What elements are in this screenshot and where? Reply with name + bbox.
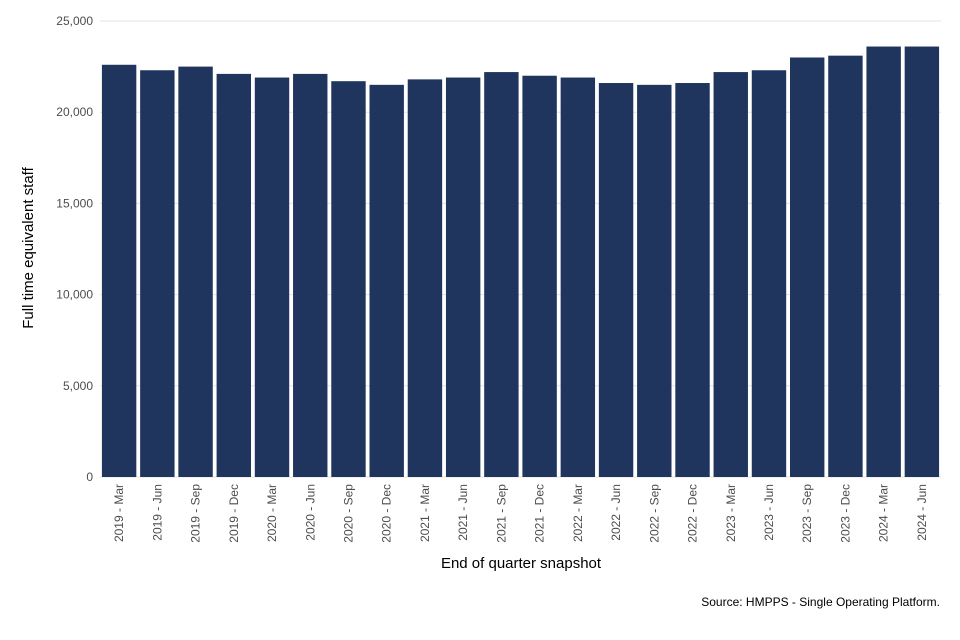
bar <box>637 84 672 477</box>
x-tick-labels: 2019 - Mar 2019 - Jun 2019 - Sep 2019 - Dec… <box>112 484 929 543</box>
source-caption: Source: HMPPS - Single Operating Platfor… <box>701 595 940 609</box>
bars <box>101 46 940 478</box>
x-tick-label: 2021 - Jun <box>456 484 470 541</box>
x-tick-label: 2023 - Sep <box>800 484 814 543</box>
bar <box>293 73 328 478</box>
x-axis-title: End of quarter snapshot <box>441 555 602 572</box>
bar <box>675 83 710 478</box>
x-tick-label: 2019 - Mar <box>112 484 126 542</box>
bar <box>904 46 940 477</box>
bar <box>751 70 787 478</box>
bar <box>866 46 901 477</box>
x-tick-label: 2019 - Sep <box>189 484 203 543</box>
y-tick-label: 15,000 <box>56 196 93 210</box>
bar <box>560 77 596 477</box>
y-tick-labels: 0 5,000 10,000 15,000 20,000 25,000 <box>56 14 93 484</box>
x-tick-label: 2023 - Dec <box>838 484 852 543</box>
x-tick-label: 2020 - Sep <box>341 484 355 543</box>
y-tick-label: 10,000 <box>56 288 93 302</box>
bar <box>484 72 519 478</box>
bar <box>828 55 863 477</box>
bar <box>790 57 825 477</box>
bar <box>407 79 443 478</box>
y-tick-label: 0 <box>86 470 93 484</box>
bar <box>522 75 557 477</box>
x-tick-label: 2022 - Mar <box>571 484 585 542</box>
x-tick-label: 2019 - Dec <box>227 484 241 543</box>
y-axis-title: Full time equivalent staff <box>20 166 37 328</box>
bar <box>369 84 404 477</box>
y-tick-label: 25,000 <box>56 14 93 28</box>
x-tick-label: 2022 - Dec <box>686 484 700 543</box>
x-tick-label: 2022 - Jun <box>609 484 623 541</box>
bar <box>178 66 213 477</box>
x-tick-label: 2021 - Mar <box>418 484 432 542</box>
bar <box>216 73 251 478</box>
bar <box>140 70 175 478</box>
y-tick-label: 20,000 <box>56 105 93 119</box>
x-tick-label: 2020 - Jun <box>303 484 317 541</box>
bar <box>331 81 366 477</box>
x-tick-label: 2024 - Mar <box>877 484 891 542</box>
x-tick-label: 2020 - Mar <box>265 484 279 542</box>
x-tick-label: 2022 - Sep <box>647 484 661 543</box>
bar <box>713 72 748 478</box>
y-tick-label: 5,000 <box>63 379 93 393</box>
bar <box>101 64 137 477</box>
bar <box>254 77 290 477</box>
x-tick-label: 2021 - Dec <box>533 484 547 543</box>
x-tick-label: 2020 - Dec <box>380 484 394 543</box>
x-tick-label: 2023 - Jun <box>762 484 776 541</box>
x-tick-label: 2024 - Jun <box>915 484 929 541</box>
bar <box>445 77 481 477</box>
x-tick-label: 2019 - Jun <box>150 484 164 541</box>
x-tick-label: 2021 - Sep <box>494 484 508 543</box>
bar <box>598 83 634 478</box>
x-tick-label: 2023 - Mar <box>724 484 738 542</box>
